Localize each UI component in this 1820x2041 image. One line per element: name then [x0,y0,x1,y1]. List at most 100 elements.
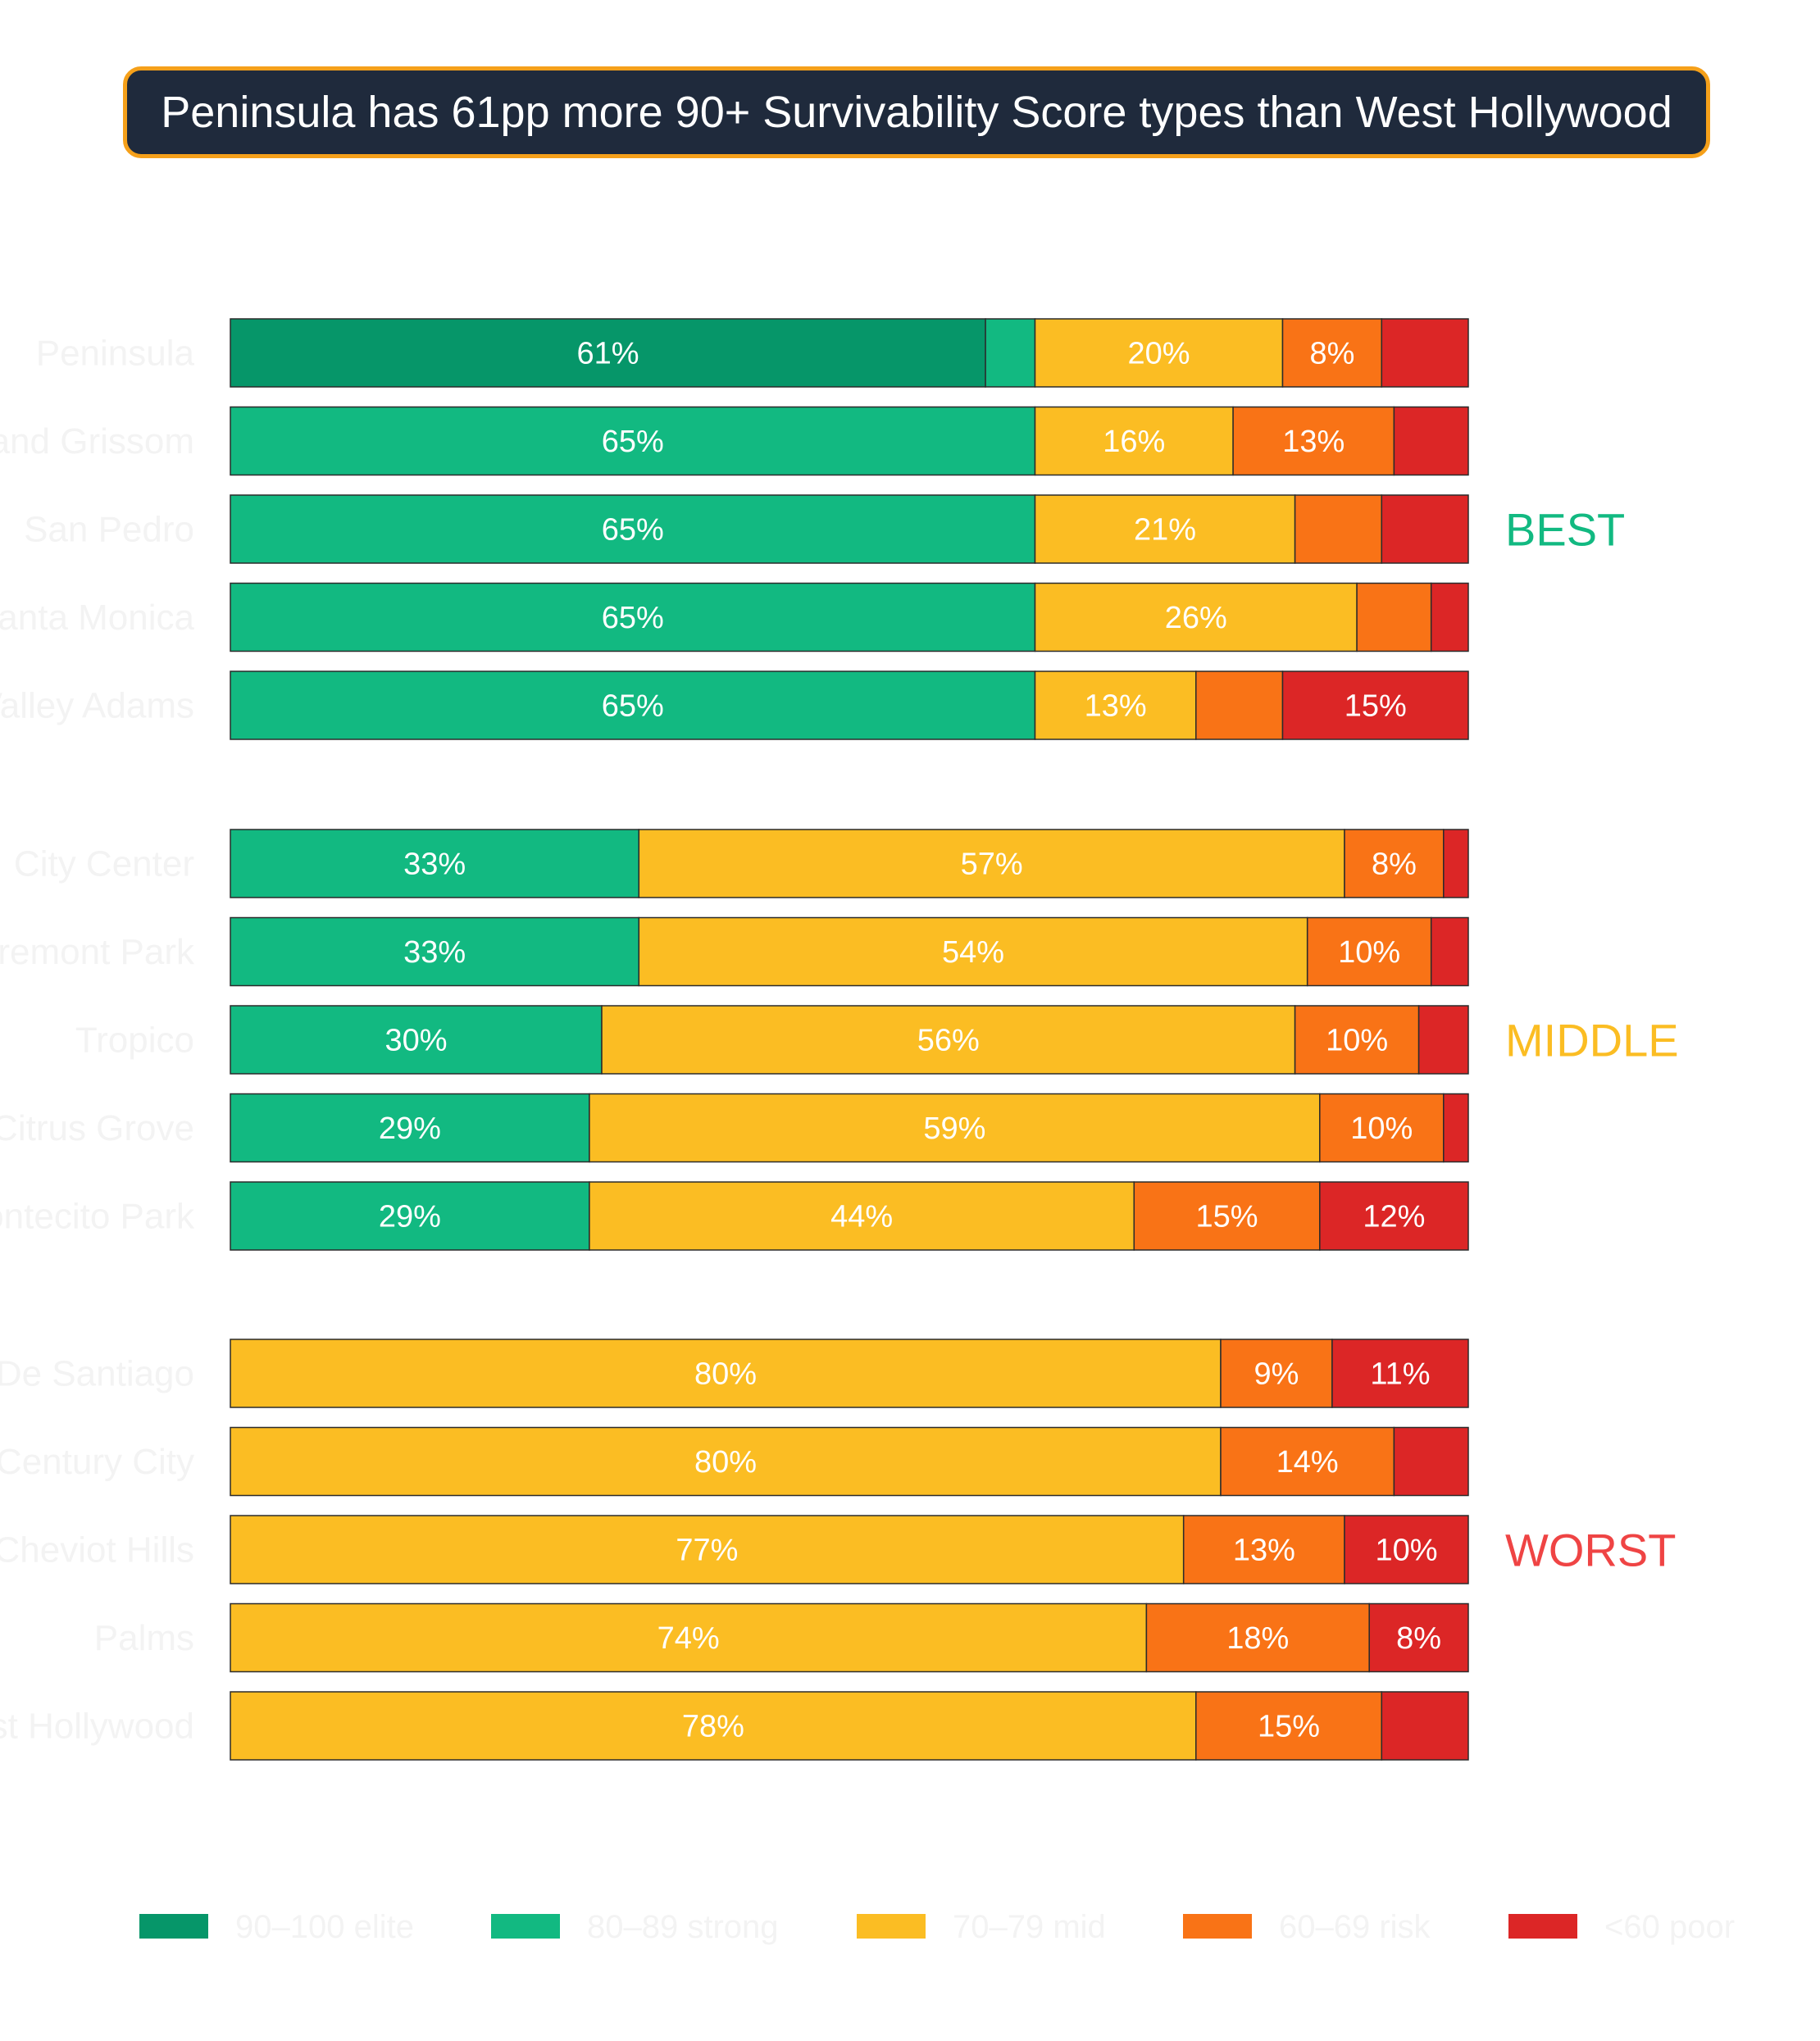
bar-segment-risk [1195,670,1284,740]
bar-segment-mid [1034,494,1296,564]
bar-row: Valley Adams 65% 13% 15% [0,670,1469,740]
row-label: Santa Monica [0,598,195,638]
chart-title-box: Peninsula has 61pp more 90+ Survivabilit… [123,66,1710,158]
bar-row: San Pedro 65% 21% [24,494,1469,564]
data-label: 12% [1363,1200,1425,1234]
group-label-best: BEST [1505,504,1625,556]
bar-segment-risk [1182,1515,1345,1584]
data-label: 33% [403,848,466,882]
bar-row: Palms 74% 18% 8% [94,1602,1469,1673]
bar-segment-strong [230,406,1036,476]
row-label: Citrus Grove [0,1108,194,1148]
data-label: 65% [602,513,664,548]
data-label: 56% [917,1024,980,1058]
data-label: 74% [657,1621,720,1656]
data-label: 18% [1226,1621,1289,1656]
legend-label: 70–79 mid [953,1909,1106,1945]
bar-segment-poor [1368,1602,1469,1673]
bar-row: Peninsula 61% 20% 8% [36,318,1469,388]
data-label: 13% [1233,1534,1295,1568]
bar-segment-strong [230,1093,590,1163]
data-label: 8% [1309,337,1354,371]
bar-segment-poor [1381,494,1469,564]
group-label-middle: MIDDLE [1505,1015,1679,1066]
bar-row: Fremont Park 33% 54% 10% [0,916,1469,987]
row-label: City Center [14,844,194,884]
data-label: 33% [403,935,466,970]
data-label: 10% [1350,1111,1413,1146]
legend-swatch [857,1914,926,1939]
bar-segment-poor [1417,1005,1469,1075]
bar-group-best: Peninsula 61% 20% 8% Grand Grissom 65% 16% 13% S… [0,318,1625,740]
legend-item-strong: 80–89 strong [491,1909,779,1945]
bar-row: Century City 80% 14% [0,1426,1469,1497]
bar-segment-mid [230,1691,1197,1761]
legend-label: 80–89 strong [587,1909,779,1945]
bar-segment-risk [1294,1005,1420,1075]
legend-item-mid: 70–79 mid [857,1909,1106,1945]
bar-segment-mid [1034,670,1197,740]
bar-segment-mid [230,1339,1222,1408]
data-label: 13% [1282,425,1345,459]
row-label: Tropico [75,1020,194,1061]
data-label: 15% [1196,1200,1258,1234]
data-label: 54% [942,935,1004,970]
data-label: 8% [1372,848,1417,882]
bar-segment-mid [230,1426,1222,1497]
bar-row: West Hollywood 78% 15% [0,1691,1469,1761]
legend-label: 90–100 elite [235,1909,414,1945]
bar-segment-risk [1344,829,1445,898]
bar-segment-strong [230,829,640,898]
data-label: 10% [1375,1534,1437,1568]
legend-swatch [1508,1914,1577,1939]
bar-row: Cheviot Hills 77% 13% 10% [0,1515,1469,1584]
bar-segment-risk [1281,318,1383,388]
bar-segment-risk [1356,582,1432,652]
bar-segment-mid [1034,582,1358,652]
bar-segment-mid [589,1093,1321,1163]
row-label: San Pedro [24,510,194,550]
data-label: 77% [676,1534,738,1568]
data-label: 29% [379,1111,441,1146]
row-label: Montecito Park [0,1197,195,1237]
legend-item-risk: 60–69 risk [1183,1909,1431,1945]
bar-row: De Santiago 80% 9% 11% [0,1339,1469,1408]
bar-segment-risk [1133,1181,1321,1251]
bar-group-middle: City Center 33% 57% 8% Fremont Park 33% 54% 10%… [0,829,1679,1251]
bar-segment-risk [1220,1426,1395,1497]
row-label: Peninsula [36,334,195,374]
data-label: 10% [1338,935,1400,970]
row-label: De Santiago [0,1354,194,1394]
row-label: Cheviot Hills [0,1530,194,1571]
bar-segment-poor [1381,318,1469,388]
bar-segment-mid [1034,318,1284,388]
bar-segment-poor [1393,406,1469,476]
legend-swatch [1183,1914,1252,1939]
bar-row: Santa Monica 65% 26% [0,582,1469,652]
bar-segment-strong [230,494,1036,564]
bar-segment-risk [1294,494,1383,564]
bar-segment-risk [1306,916,1432,987]
bar-segment-poor [1319,1181,1469,1251]
bar-row: Citrus Grove 29% 59% 10% [0,1093,1469,1163]
bar-segment-strong [230,582,1036,652]
data-label: 21% [1134,513,1196,548]
data-label: 30% [384,1024,447,1058]
bar-segment-poor [1331,1339,1469,1408]
bar-row: Montecito Park 29% 44% 15% 12% [0,1181,1469,1251]
data-label: 15% [1345,689,1407,724]
data-label: 16% [1103,425,1165,459]
data-label: 14% [1276,1445,1339,1480]
bar-segment-strong [230,670,1036,740]
bar-segment-strong [230,916,640,987]
chart-title: Peninsula has 61pp more 90+ Survivabilit… [161,88,1672,137]
data-label: 65% [602,689,664,724]
bar-segment-mid [601,1005,1296,1075]
data-label: 65% [602,425,664,459]
bar-segment-mid [638,829,1345,898]
bar-segment-poor [1344,1515,1469,1584]
bar-segment-poor [1430,916,1469,987]
bar-segment-strong [230,1005,603,1075]
legend-swatch [139,1914,208,1939]
